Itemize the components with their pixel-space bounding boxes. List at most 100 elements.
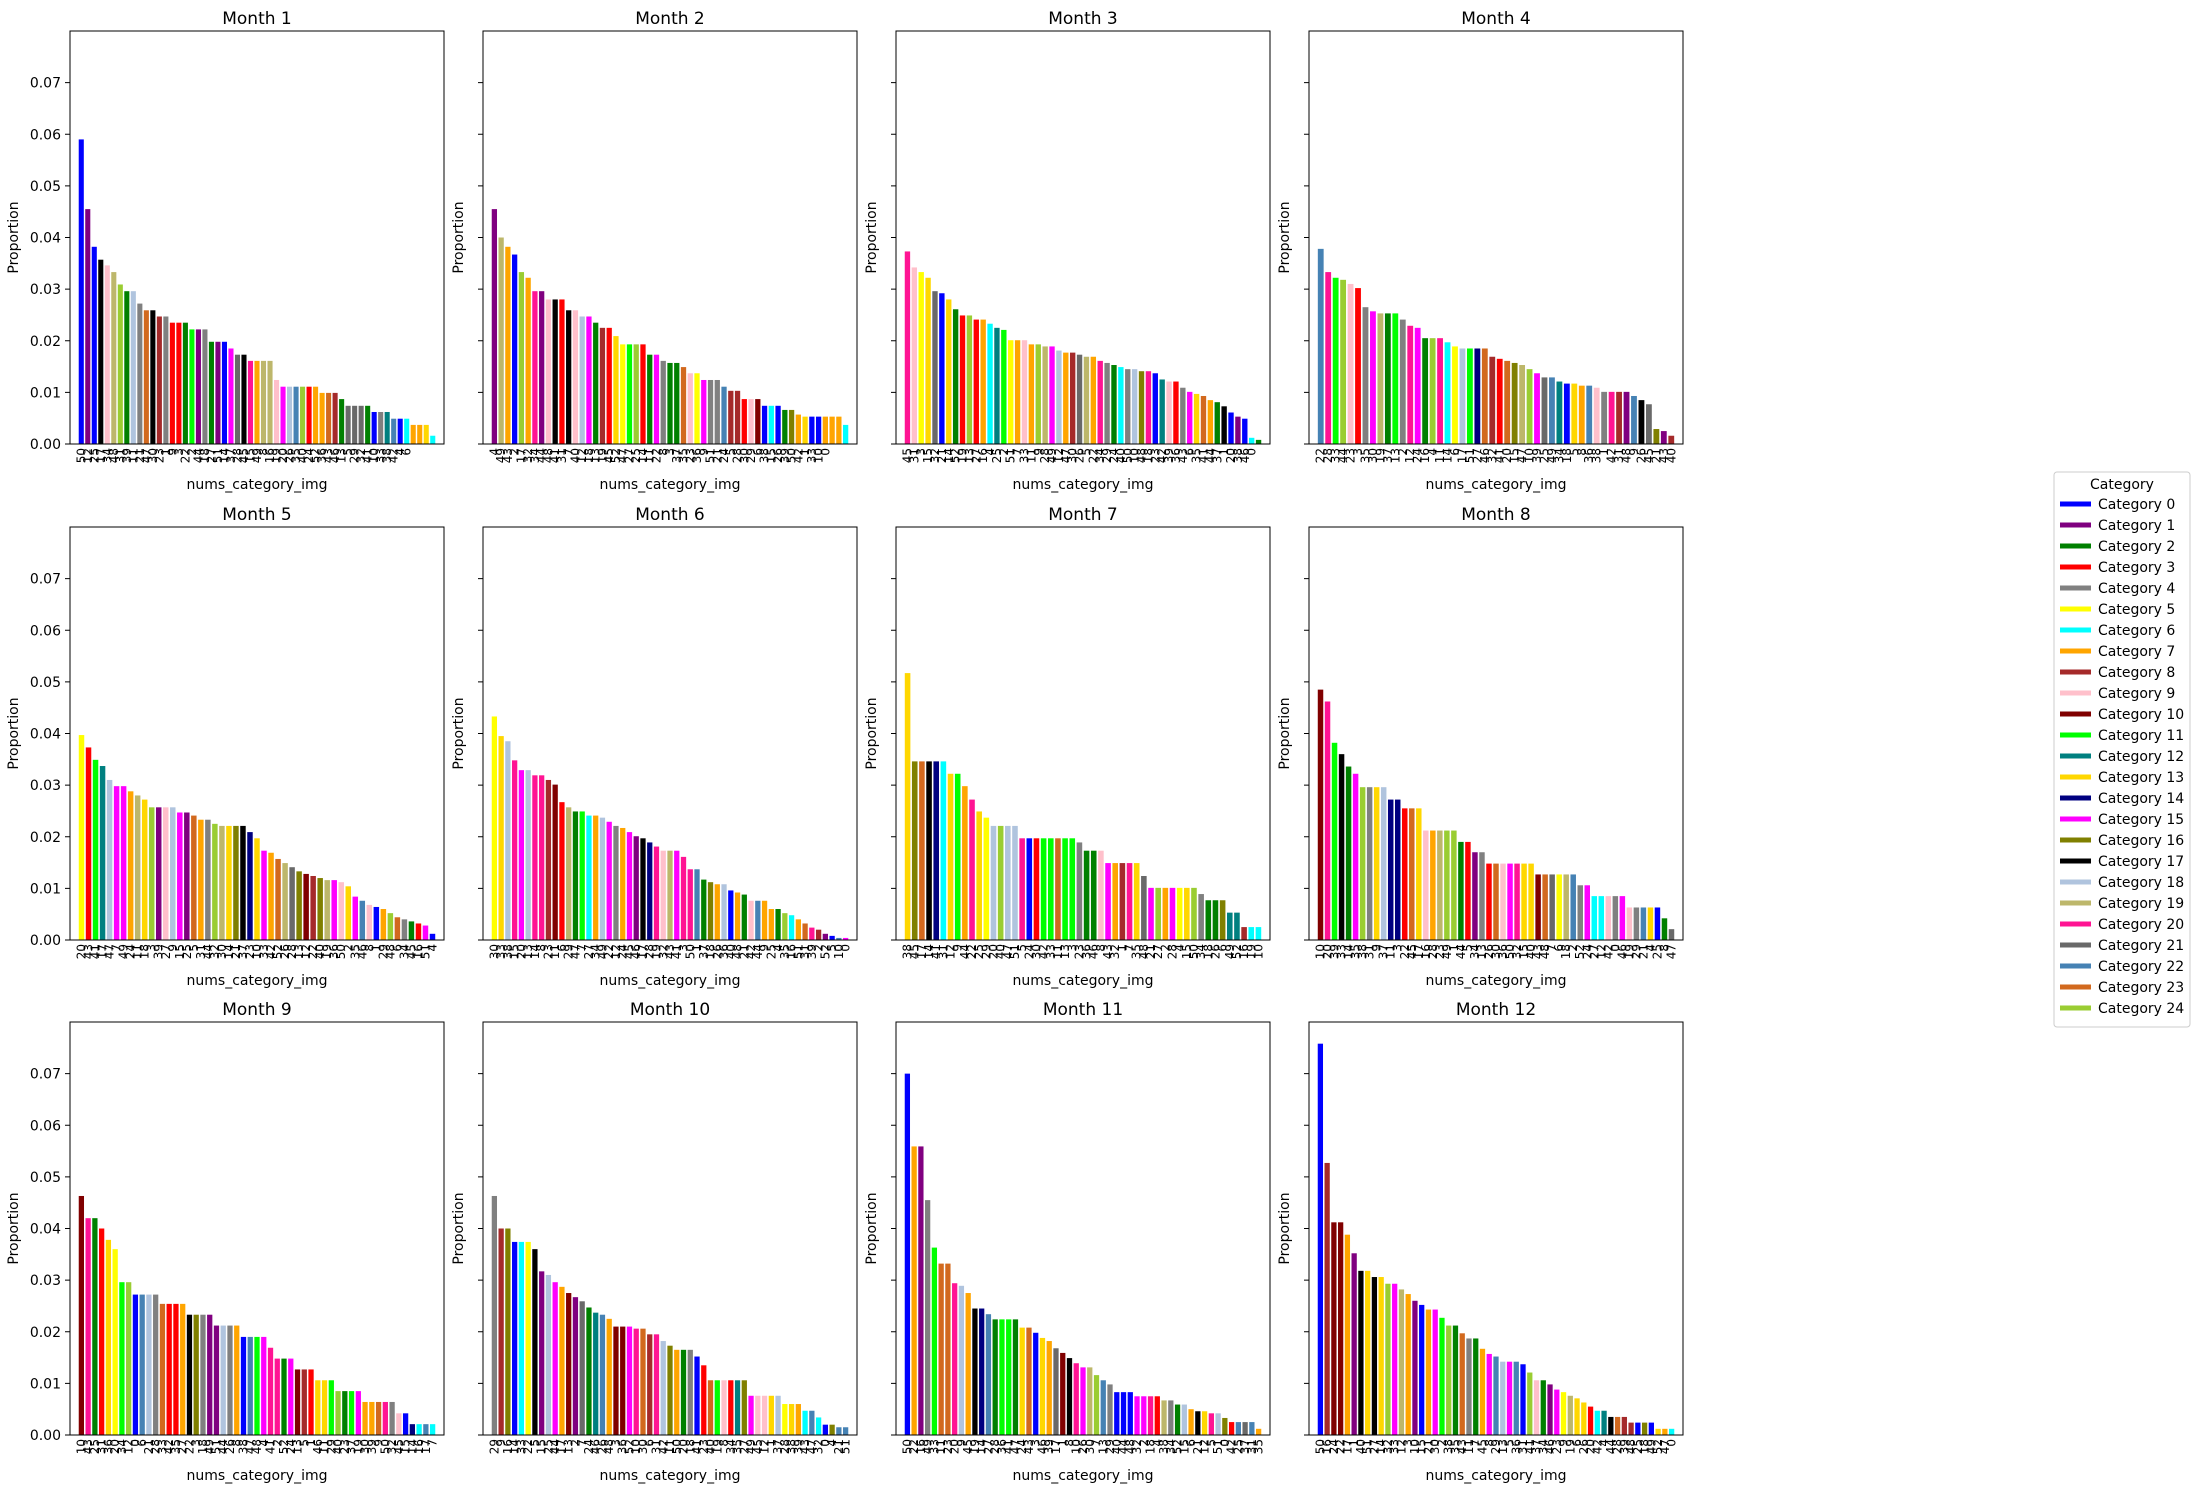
bar xyxy=(566,310,572,444)
bar xyxy=(1028,344,1035,444)
bar xyxy=(1506,1361,1513,1435)
x-tick-label: 47 xyxy=(1008,1439,1022,1454)
y-tick-label: 0.04 xyxy=(30,1222,61,1238)
bar xyxy=(1466,348,1473,444)
bar xyxy=(911,267,918,444)
bar xyxy=(809,1410,815,1435)
x-tick-label: 44 xyxy=(548,1439,562,1454)
y-tick-label: 0.01 xyxy=(30,1376,61,1392)
x-tick-label: 23 xyxy=(338,1439,352,1454)
x-tick-label: 11 xyxy=(643,448,657,463)
x-tick-label: 21 xyxy=(832,1439,846,1454)
x-tick-label: 34 xyxy=(1194,944,1208,959)
bar xyxy=(707,882,714,940)
x-tick-label: 4 xyxy=(1426,448,1440,456)
x-tick-label: 51 xyxy=(1361,1439,1375,1454)
x-tick-label: 18 xyxy=(1559,944,1573,959)
x-tick-label: 47 xyxy=(568,944,582,959)
x-tick-label: 14 xyxy=(975,1439,989,1454)
bar xyxy=(1574,1398,1580,1435)
bar xyxy=(254,838,260,940)
x-tick-label: 5 xyxy=(297,1439,311,1447)
bar xyxy=(1168,1400,1174,1435)
x-tick-label: 11 xyxy=(548,944,562,959)
x-tick-label: 30 xyxy=(487,944,501,959)
bar xyxy=(247,832,253,940)
subplot-6: Month 6303338152013148231162947727344922… xyxy=(451,505,858,989)
bar xyxy=(782,1404,788,1435)
bar xyxy=(761,900,768,940)
x-tick-label: 24 xyxy=(717,448,731,463)
bar xyxy=(193,1314,199,1435)
bar xyxy=(775,909,781,940)
x-tick-label: 24 xyxy=(284,1439,298,1454)
bar xyxy=(1437,830,1443,940)
x-tick-label: 25 xyxy=(541,1439,555,1454)
x-tick-label: 14 xyxy=(922,944,936,959)
bar xyxy=(202,329,208,444)
bar xyxy=(289,867,295,940)
bar xyxy=(1542,874,1548,940)
y-tick-label: 0.02 xyxy=(30,334,61,350)
bar xyxy=(1249,1422,1255,1435)
x-tick-label: 9 xyxy=(954,1439,968,1447)
bar xyxy=(1355,288,1361,444)
bar xyxy=(836,1427,842,1435)
y-tick-label: 0.04 xyxy=(30,231,61,247)
x-tick-label: 12 xyxy=(81,448,95,463)
bar xyxy=(938,1263,944,1435)
x-tick-label: 6 xyxy=(135,1439,149,1447)
x-tick-label: 0 xyxy=(128,1439,142,1447)
x-tick-label: 37 xyxy=(1530,1439,1544,1454)
x-tick-label: 26 xyxy=(1208,944,1222,959)
x-tick-label: 8 xyxy=(1482,1439,1496,1447)
x-tick-label: 33 xyxy=(1329,448,1343,463)
bar xyxy=(410,424,416,444)
bar xyxy=(734,1380,741,1435)
bar xyxy=(1601,1410,1607,1435)
x-tick-label: 13 xyxy=(589,448,603,463)
x-tick-label: 41 xyxy=(1196,448,1210,463)
bar xyxy=(1159,379,1165,444)
x-tick-label: 6 xyxy=(1570,1439,1584,1447)
legend-label: Category 2 xyxy=(2098,539,2175,555)
bar xyxy=(310,875,316,941)
bar xyxy=(680,367,687,444)
x-tick-label: 9 xyxy=(1557,1439,1571,1447)
bar xyxy=(1668,1428,1675,1435)
bar xyxy=(415,923,422,940)
bar xyxy=(761,405,768,444)
bar xyxy=(163,316,169,444)
x-tick-label: 15 xyxy=(173,944,187,959)
bar xyxy=(1131,369,1138,444)
x-tick-label: 20 xyxy=(75,944,89,959)
x-tick-label: 50 xyxy=(1187,944,1201,959)
bar xyxy=(667,1345,673,1435)
x-tick-label: 7 xyxy=(1123,944,1137,952)
x-tick-label: 44 xyxy=(1336,448,1350,463)
bar xyxy=(1046,1341,1052,1435)
bar xyxy=(1125,369,1131,444)
x-tick-label: 1 xyxy=(1597,448,1611,456)
bar xyxy=(1416,808,1422,940)
x-tick-label: 47 xyxy=(1664,944,1678,959)
x-tick-label: 47 xyxy=(616,448,630,463)
bar xyxy=(1219,900,1226,940)
x-tick-label: 49 xyxy=(117,944,131,959)
bar xyxy=(1317,248,1324,444)
bar xyxy=(287,386,293,444)
x-tick-label: 42 xyxy=(1590,1439,1604,1454)
y-tick-label: 0.07 xyxy=(30,76,61,92)
x-tick-label: 48 xyxy=(602,1439,616,1454)
bar xyxy=(1005,825,1011,940)
bar xyxy=(748,399,754,444)
x-tick-label: 45 xyxy=(404,944,418,959)
x-tick-label: 38 xyxy=(785,1439,799,1454)
bar xyxy=(1405,1294,1411,1435)
bar xyxy=(113,786,120,940)
x-tick-label: 1 xyxy=(159,448,173,456)
x-tick-label: 5 xyxy=(825,944,839,952)
bar xyxy=(1080,1367,1086,1435)
bar xyxy=(1026,838,1033,940)
bar xyxy=(1521,863,1527,941)
